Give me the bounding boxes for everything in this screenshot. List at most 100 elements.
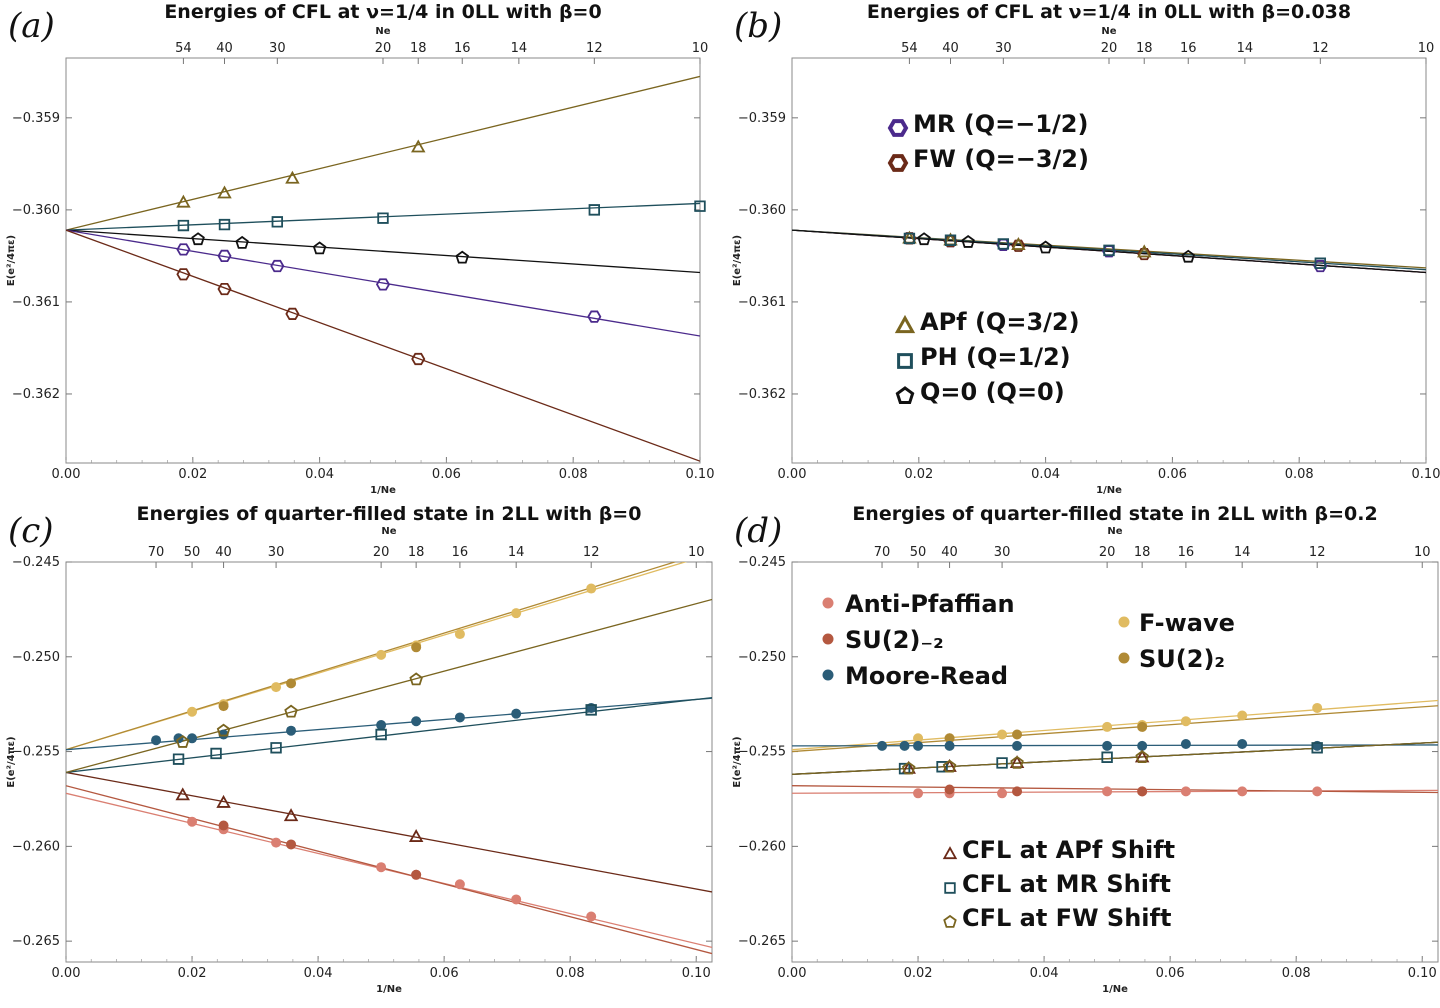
legend-marker: [894, 314, 916, 334]
top-tick-label: 16: [1180, 41, 1197, 56]
data-point: [1137, 721, 1148, 732]
data-point: [285, 170, 300, 184]
top-tick-label: 18: [408, 545, 425, 560]
data-point: [285, 307, 300, 320]
data-point: [187, 816, 198, 827]
data-point: [913, 733, 924, 744]
data-point: [877, 740, 888, 751]
data-point: [454, 879, 465, 890]
data-point: [1180, 786, 1191, 797]
top-tick-label: 54: [175, 41, 192, 56]
fit-line: [792, 741, 1438, 775]
data-point: [270, 259, 285, 273]
data-point: [1010, 755, 1024, 769]
data-point: [1237, 738, 1248, 749]
legend-marker: [1118, 652, 1130, 664]
y-tick-label: −0.250: [12, 650, 60, 665]
fit-line: [66, 202, 700, 231]
panel-label: (c): [8, 511, 54, 551]
legend-marker: [1118, 616, 1130, 628]
data-point: [286, 678, 297, 689]
data-point: [1314, 257, 1327, 269]
fit-line: [66, 771, 712, 893]
data-point: [217, 249, 232, 262]
panel-label: (b): [734, 6, 782, 46]
data-point: [1102, 786, 1113, 797]
panel-label: (a): [8, 6, 55, 46]
data-point: [377, 212, 389, 224]
data-point: [176, 268, 191, 281]
x-tick-label: 0.08: [1285, 467, 1314, 482]
fit-lines: [792, 699, 1438, 794]
y-tick-label: −0.255: [12, 745, 60, 760]
top-tick-label: 14: [1237, 41, 1254, 56]
data-point: [376, 720, 387, 731]
top-tick-label: 40: [216, 41, 233, 56]
top-tick-label: 70: [148, 545, 165, 560]
series-ph-q-1-2-: [177, 200, 706, 232]
legend-label: F-wave: [1139, 609, 1235, 637]
data-point: [997, 729, 1008, 740]
y-tick-label: −0.362: [738, 387, 786, 402]
data-point: [411, 642, 422, 653]
top-axis-label: Ne: [1101, 26, 1116, 37]
data-point: [511, 894, 522, 905]
top-tick-label: 12: [583, 545, 600, 560]
fit-line: [792, 785, 1438, 794]
data-point: [271, 682, 282, 693]
data-point: [408, 829, 424, 842]
data-point: [151, 735, 162, 746]
x-tick-label: 0.06: [1156, 966, 1185, 981]
data-point: [961, 234, 975, 248]
fit-line: [792, 705, 1438, 753]
series-mr-q-1-2-: [176, 243, 602, 323]
top-tick-label: 40: [941, 545, 958, 560]
data-point: [997, 238, 1010, 250]
y-tick-label: −0.360: [12, 203, 60, 218]
data-point: [1102, 740, 1113, 751]
data-point: [1103, 244, 1115, 257]
legend-label: Q=0 (Q=0): [920, 378, 1065, 406]
data-point: [585, 704, 597, 716]
top-tick-label: 40: [942, 41, 959, 56]
series-q-0-q-0-: [191, 232, 470, 264]
fit-line: [66, 229, 700, 274]
top-tick-label: 18: [410, 41, 427, 56]
top-tick-label: 54: [901, 41, 918, 56]
x-tick-label: 0.10: [1412, 467, 1440, 482]
series-q-0-q-0-: [917, 232, 1196, 263]
legend-marker: [897, 353, 913, 369]
top-tick-label: 20: [375, 41, 392, 56]
data-point: [588, 204, 601, 216]
data-point: [1311, 742, 1323, 754]
data-point: [1012, 729, 1023, 740]
data-point: [1011, 239, 1026, 252]
top-tick-label: 20: [1101, 41, 1118, 56]
top-tick-label: 50: [184, 545, 201, 560]
data-point: [917, 232, 931, 246]
y-axis-label: E(e²/4πε): [6, 736, 17, 787]
data-point: [1137, 786, 1148, 797]
y-tick-label: −0.255: [738, 745, 786, 760]
top-tick-label: 12: [1312, 41, 1329, 56]
series-apf-q-3-2-: [176, 139, 426, 208]
data-point: [376, 649, 387, 660]
data-point: [913, 740, 924, 751]
data-point: [176, 194, 191, 208]
top-tick-label: 16: [1178, 545, 1195, 560]
plot-frame: [791, 57, 1427, 464]
y-tick-label: −0.360: [738, 203, 786, 218]
legend-marker: [895, 386, 915, 404]
fit-line: [66, 697, 712, 751]
fit-line: [792, 229, 1426, 274]
legend-label: CFL at APf Shift: [962, 836, 1175, 864]
data-point: [1135, 750, 1149, 764]
data-point: [216, 794, 231, 808]
legend-d: Anti-Pfaffian SU(2)₋₂ Moore-Read F-wave SU(2…: [822, 590, 1235, 932]
legend-marker: [822, 597, 834, 609]
data-point: [586, 583, 597, 594]
x-tick-label: 0.00: [778, 467, 807, 482]
fit-lines: [66, 562, 712, 955]
top-tick-label: 14: [511, 41, 528, 56]
